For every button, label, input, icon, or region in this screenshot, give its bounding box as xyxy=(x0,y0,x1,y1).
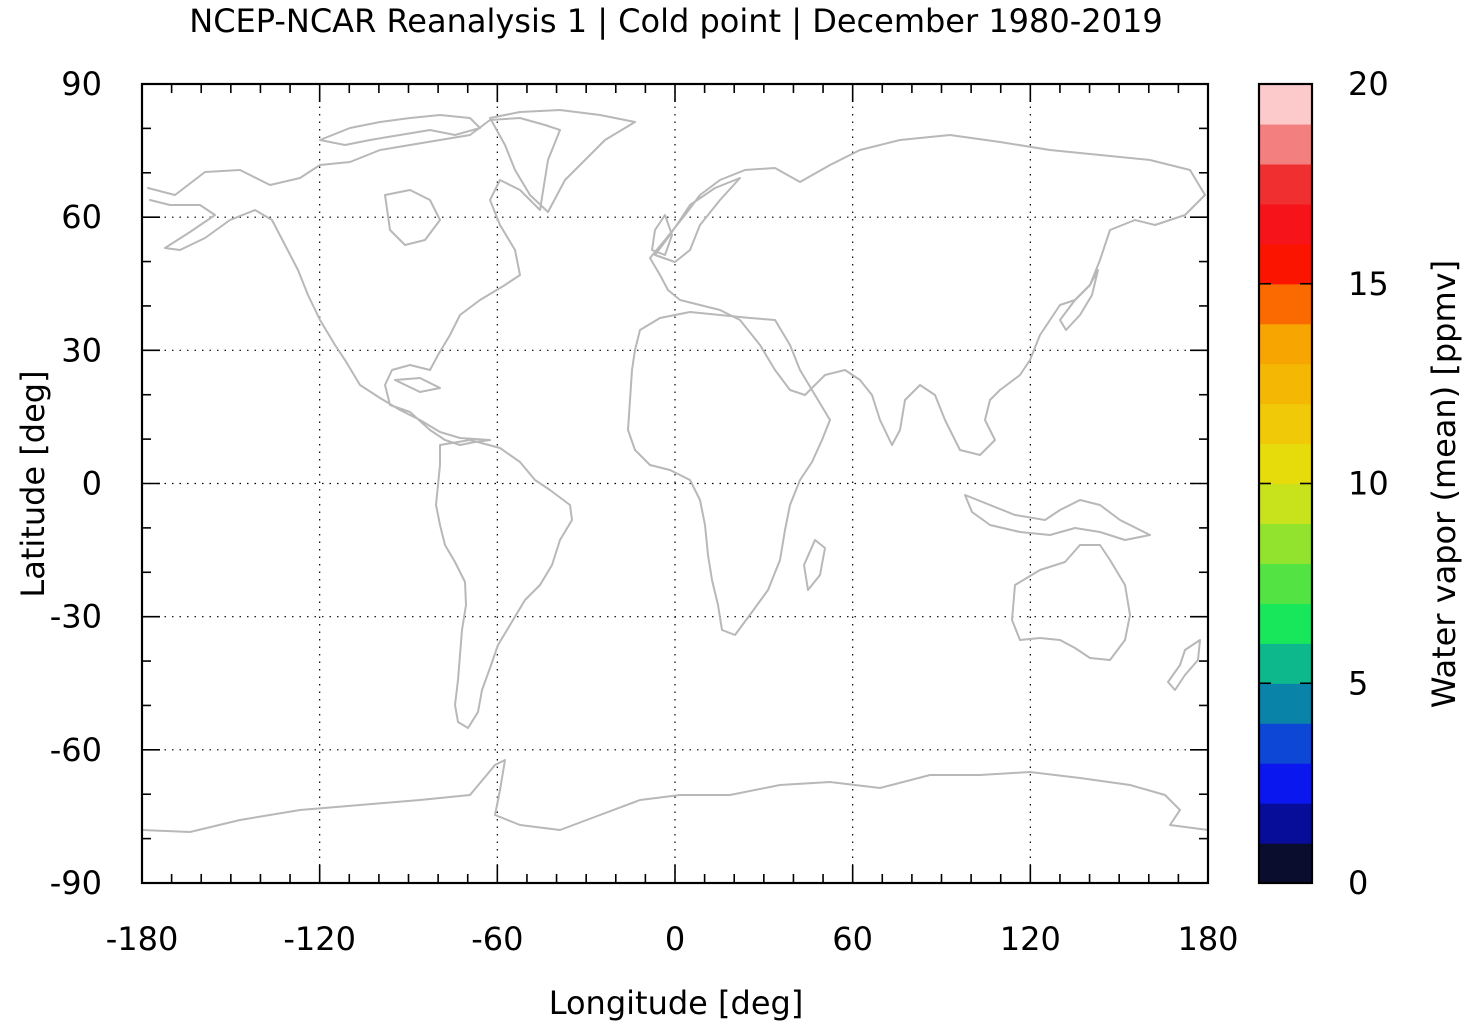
colorbar-segment xyxy=(1259,723,1312,764)
coastline-arctic-islands xyxy=(319,114,481,146)
colorbar-segment xyxy=(1259,283,1312,325)
x-tick-labels: -180 -120 -60 0 60 120 180 xyxy=(106,920,1239,958)
colorbar-segment xyxy=(1259,763,1312,804)
colorbar-segment xyxy=(1259,84,1312,125)
y-tick-label: -90 xyxy=(50,864,102,902)
colorbar-tick-label: 10 xyxy=(1348,465,1389,503)
colorbar-segment xyxy=(1259,563,1312,604)
x-tick-label: 60 xyxy=(832,920,873,958)
coastline-antarctica xyxy=(141,759,1209,833)
colorbar-segment xyxy=(1259,403,1312,445)
y-axis-label: Latitude [deg] xyxy=(14,370,52,597)
colorbar-segment xyxy=(1259,603,1312,644)
coastline-south-america xyxy=(435,439,573,729)
colorbar-tick-label: 20 xyxy=(1348,65,1389,103)
coastline-africa xyxy=(627,311,831,636)
colorbar-segment xyxy=(1259,523,1312,564)
colorbar-segment xyxy=(1259,363,1312,405)
x-tick-label: -120 xyxy=(283,920,356,958)
grid-lines xyxy=(142,84,1208,883)
coastline-madagascar xyxy=(803,539,826,591)
y-tick-label: 90 xyxy=(61,65,102,103)
x-tick-label: 120 xyxy=(1000,920,1061,958)
colorbar-tick-label: 5 xyxy=(1348,664,1368,702)
colorbar-ticks xyxy=(1259,83,1312,884)
colorbar-segment xyxy=(1259,163,1312,205)
colorbar-segment xyxy=(1259,483,1312,525)
x-tick-label: 0 xyxy=(665,920,685,958)
colorbar-tick-label: 15 xyxy=(1348,265,1389,303)
colorbar-segment xyxy=(1259,123,1312,165)
y-tick-label: 30 xyxy=(61,331,102,369)
y-tick-labels: 90 60 30 0 -30 -60 -90 xyxy=(50,65,102,902)
coastline-japan xyxy=(1059,269,1099,331)
colorbar-label: Water vapor (mean) [ppmv] xyxy=(1425,260,1463,708)
coastline-new-zealand xyxy=(1167,639,1201,691)
colorbar-segment xyxy=(1259,683,1312,724)
axis-ticks xyxy=(141,83,1209,884)
colorbar-segments xyxy=(1259,84,1312,884)
coastlines xyxy=(141,109,1209,833)
colorbar-segment xyxy=(1259,443,1312,485)
x-tick-label: -60 xyxy=(471,920,523,958)
coastline-scandinavia xyxy=(654,177,741,263)
y-tick-label: -60 xyxy=(50,731,102,769)
coastline-british-isles xyxy=(651,214,673,256)
colorbar: 0 5 10 15 20 Water vapor (mean) [ppmv] xyxy=(1257,65,1463,902)
colorbar-segment xyxy=(1259,643,1312,684)
coastline-australia xyxy=(1011,544,1131,661)
y-tick-label: 60 xyxy=(61,198,102,236)
coastline-north-america xyxy=(147,117,561,446)
colorbar-segment xyxy=(1259,323,1312,365)
coastline-cuba xyxy=(394,377,441,393)
x-axis-label: Longitude [deg] xyxy=(549,984,804,1022)
coastline-hudson-bay xyxy=(384,189,441,246)
y-tick-label: -30 xyxy=(50,598,102,636)
x-tick-label: 180 xyxy=(1177,920,1238,958)
colorbar-segment xyxy=(1259,203,1312,245)
colorbar-tick-labels: 0 5 10 15 20 xyxy=(1348,65,1389,902)
y-tick-label: 0 xyxy=(82,465,102,503)
coastline-greenland xyxy=(489,109,636,213)
x-tick-label: -180 xyxy=(106,920,179,958)
colorbar-segment xyxy=(1259,243,1312,285)
colorbar-segment xyxy=(1259,803,1312,844)
chart-title: NCEP-NCAR Reanalysis 1 | Cold point | De… xyxy=(189,2,1162,40)
colorbar-tick-label: 0 xyxy=(1348,864,1368,902)
coastline-eurasia xyxy=(649,134,1206,456)
coastline-maritime-asia xyxy=(964,494,1151,541)
plot-axes: -180 -120 -60 0 60 120 180 90 60 30 0 -30 -60 -90 xyxy=(50,65,1239,958)
colorbar-segment xyxy=(1259,843,1312,884)
